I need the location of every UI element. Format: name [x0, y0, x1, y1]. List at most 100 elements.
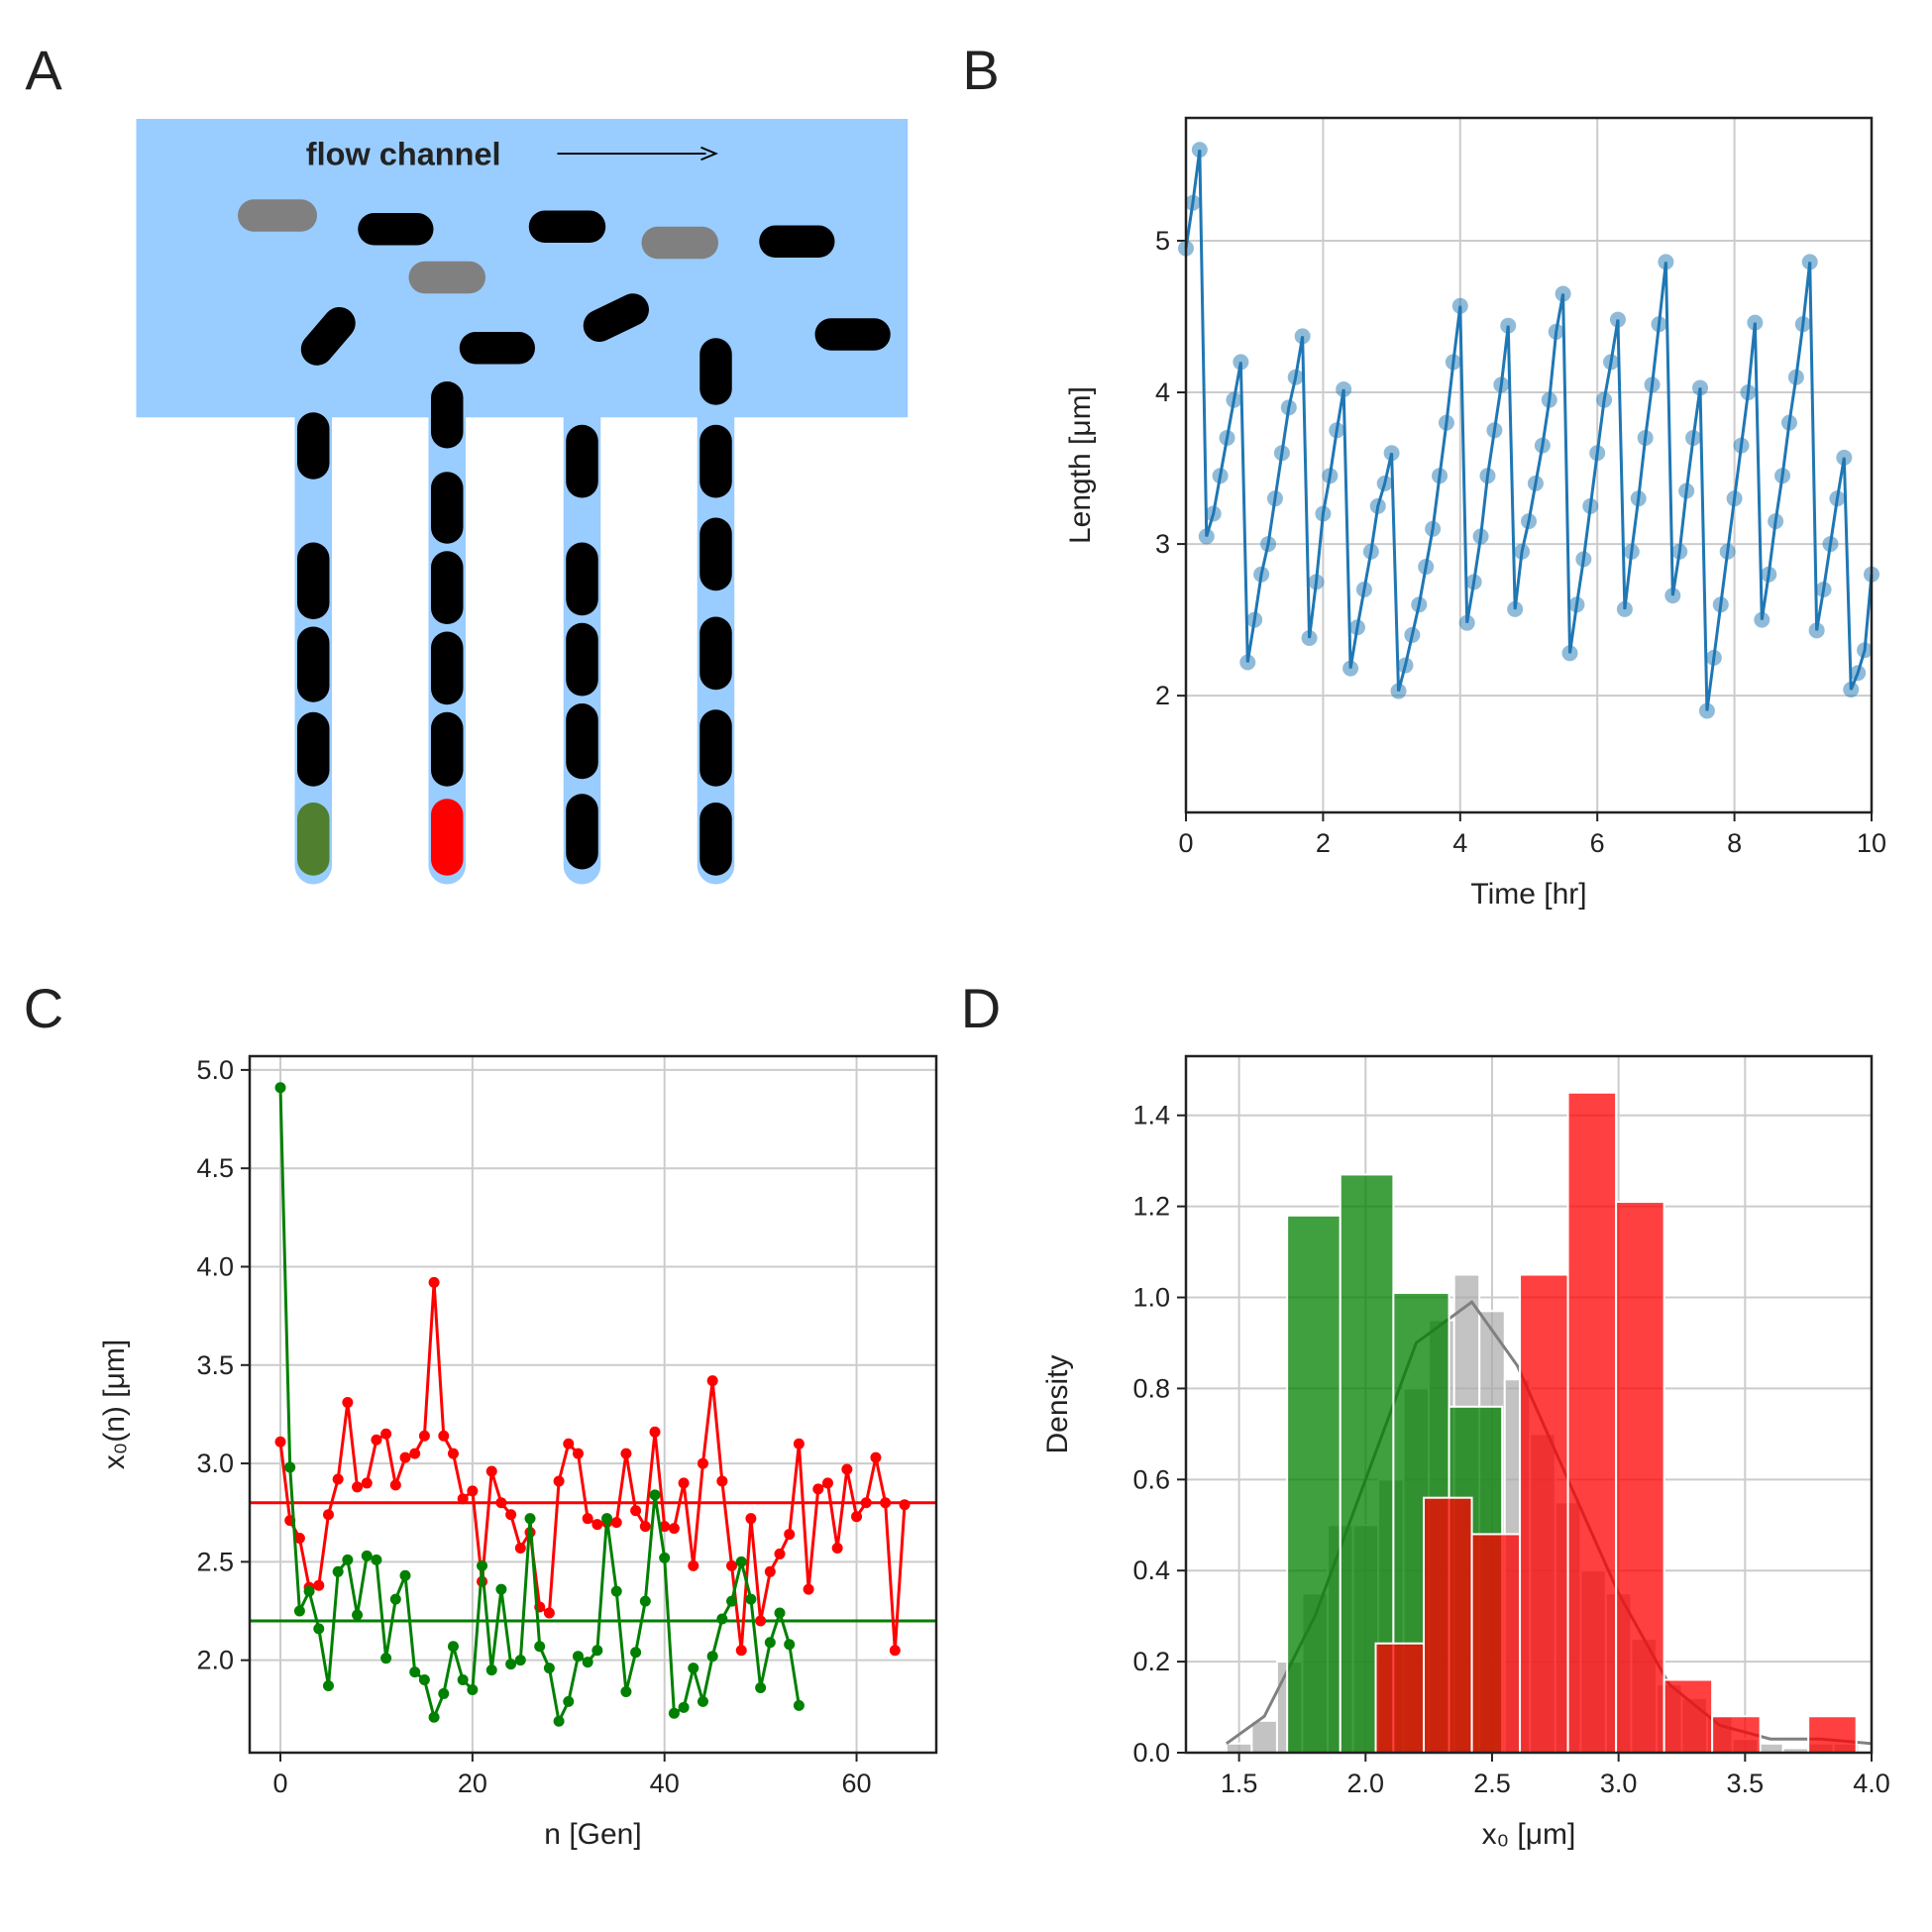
marker — [1239, 654, 1256, 671]
cell — [583, 293, 649, 342]
marker — [332, 1473, 344, 1485]
marker — [659, 1552, 671, 1563]
marker — [755, 1615, 767, 1627]
marker — [572, 1651, 584, 1663]
cell — [300, 307, 356, 366]
marker — [1555, 285, 1571, 302]
marker — [457, 1493, 469, 1505]
marker — [1349, 619, 1365, 636]
marker — [1850, 665, 1867, 682]
x-tick-label: 0 — [272, 1769, 287, 1798]
x-tick-label: 0 — [1178, 828, 1193, 858]
marker — [495, 1583, 507, 1595]
arrow-head — [700, 146, 718, 161]
marker — [438, 1687, 450, 1699]
marker — [630, 1647, 642, 1659]
marker — [1521, 513, 1537, 530]
marker — [880, 1497, 892, 1509]
x-axis-label: n [Gen] — [544, 1818, 641, 1851]
marker — [1425, 520, 1442, 537]
marker — [1479, 468, 1496, 484]
panel-label: C — [24, 977, 63, 1039]
flow-channel — [136, 119, 909, 418]
marker — [1205, 505, 1222, 522]
marker — [639, 1521, 651, 1533]
marker — [1678, 483, 1695, 499]
marker — [1266, 490, 1283, 507]
marker — [735, 1556, 747, 1567]
marker — [793, 1438, 805, 1449]
marker — [447, 1448, 459, 1459]
marker — [1774, 468, 1791, 484]
marker — [371, 1554, 382, 1565]
marker — [447, 1641, 459, 1653]
marker — [1246, 611, 1263, 628]
marker — [477, 1559, 488, 1571]
marker — [774, 1607, 786, 1619]
marker — [1822, 536, 1839, 553]
marker — [1226, 391, 1242, 408]
marker — [293, 1605, 305, 1617]
marker — [745, 1513, 757, 1525]
marker — [1658, 254, 1674, 270]
marker — [1719, 543, 1736, 560]
marker — [1582, 497, 1599, 514]
marker — [774, 1548, 786, 1559]
marker — [1514, 543, 1531, 560]
marker — [1596, 391, 1613, 408]
marker — [659, 1521, 671, 1533]
marker — [342, 1397, 354, 1409]
marker — [1451, 297, 1468, 314]
marker — [1486, 422, 1503, 439]
marker — [620, 1448, 632, 1459]
marker — [1534, 437, 1551, 454]
channel-diagram: flow channel — [136, 119, 909, 885]
marker — [899, 1499, 911, 1511]
hist-bar — [1250, 1719, 1278, 1754]
marker — [1630, 490, 1647, 507]
marker — [322, 1509, 334, 1521]
marker — [1418, 559, 1435, 576]
hist-bar — [1225, 1742, 1253, 1754]
marker — [821, 1477, 833, 1489]
marker — [688, 1663, 699, 1674]
marker — [399, 1451, 411, 1463]
marker — [784, 1529, 796, 1541]
marker — [1212, 468, 1229, 484]
marker — [409, 1448, 421, 1459]
x-tick-label: 3.0 — [1600, 1769, 1638, 1798]
marker — [1233, 354, 1249, 371]
marker — [1589, 445, 1606, 462]
y-axis-label: Density — [1041, 1354, 1074, 1453]
marker — [716, 1613, 728, 1625]
y-tick-label: 4.0 — [196, 1251, 234, 1281]
y-tick-label: 0.2 — [1132, 1647, 1170, 1676]
panel-label: A — [25, 39, 62, 101]
marker — [342, 1554, 354, 1565]
marker — [755, 1681, 767, 1693]
marker — [726, 1559, 738, 1571]
marker — [1836, 449, 1853, 466]
marker — [1637, 429, 1654, 446]
marker — [495, 1497, 507, 1509]
marker — [697, 1695, 708, 1707]
y-tick-label: 4 — [1155, 377, 1170, 407]
marker — [1768, 513, 1784, 530]
marker — [764, 1565, 776, 1577]
marker — [389, 1593, 401, 1605]
marker — [889, 1645, 901, 1657]
marker — [1273, 445, 1290, 462]
y-axis-label: Length [μm] — [1064, 386, 1097, 544]
marker — [467, 1683, 479, 1695]
x-tick-label: 10 — [1857, 828, 1886, 858]
marker — [784, 1639, 796, 1651]
marker — [1500, 317, 1517, 334]
marker — [303, 1585, 315, 1597]
marker — [620, 1685, 632, 1697]
x-tick-label: 20 — [458, 1769, 487, 1798]
marker — [293, 1533, 305, 1545]
marker — [284, 1461, 296, 1473]
marker — [1740, 384, 1757, 401]
marker — [418, 1430, 430, 1442]
marker — [505, 1509, 517, 1521]
